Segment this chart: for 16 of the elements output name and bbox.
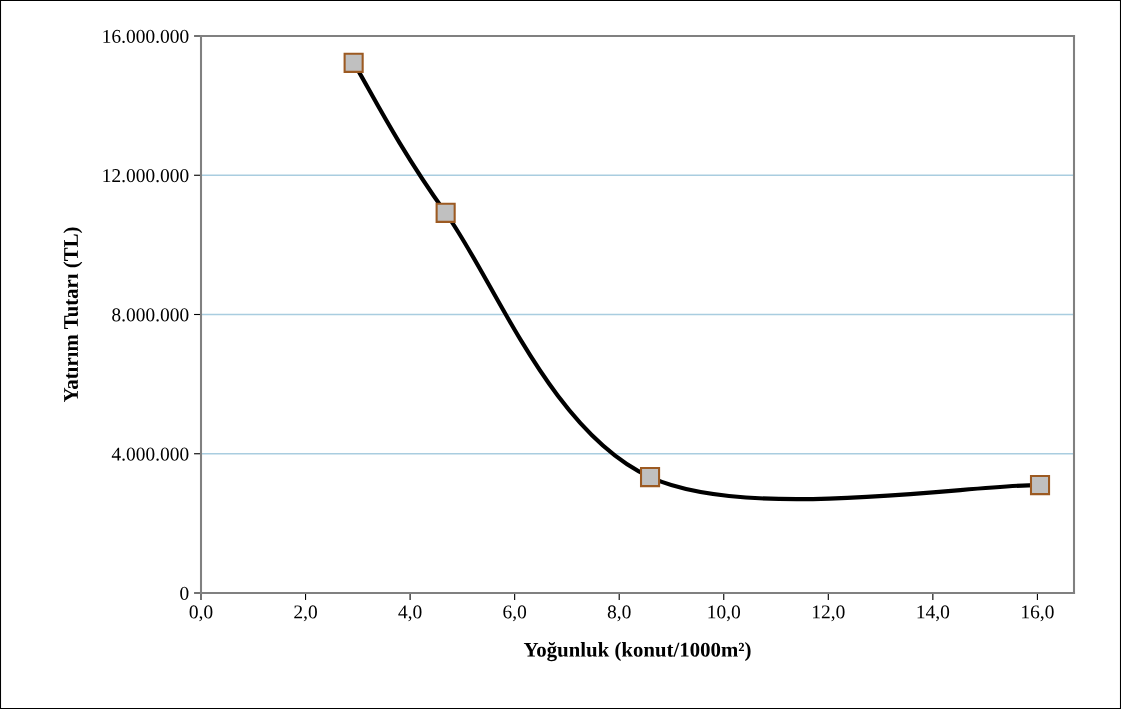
y-tick-label: 16.000.000	[103, 29, 189, 44]
x-tick-label: 12,0	[813, 605, 845, 622]
x-tick-label: 16,0	[1022, 605, 1054, 622]
x-tick-label: 10,0	[708, 605, 741, 622]
y-tick-label: 4.000.000	[111, 447, 189, 461]
y-tick-label: 8.000.000	[112, 308, 189, 322]
x-tick-label: 14,0	[917, 605, 950, 622]
x-tick-label: 6,0	[503, 605, 527, 622]
y-tick-label: 0	[180, 586, 189, 600]
x-tick-label: 0,0	[189, 605, 213, 622]
y-tick-label: 12.000.000	[103, 169, 189, 183]
x-axis-title: Yoğunluk (konut/1000m²)	[523, 641, 751, 662]
x-tick-label: 2,0	[294, 605, 317, 622]
x-tick-label: 4,0	[398, 605, 422, 622]
y-axis-title: Yatırım Tutarı (TL)	[63, 227, 83, 403]
x-tick-label: 8,0	[607, 605, 631, 622]
